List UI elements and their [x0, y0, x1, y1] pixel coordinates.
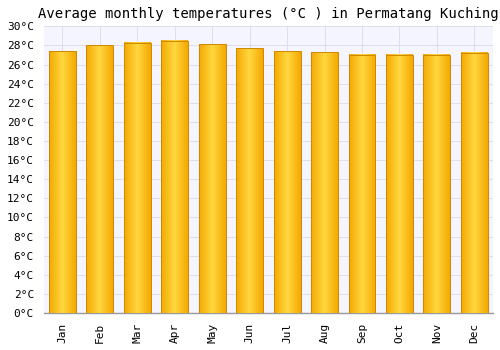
Bar	[124, 43, 151, 313]
Bar	[49, 51, 76, 313]
Bar	[386, 55, 413, 313]
Bar	[424, 55, 450, 313]
Bar	[86, 46, 114, 313]
Bar	[236, 48, 263, 313]
Bar	[198, 44, 226, 313]
Bar	[311, 52, 338, 313]
Bar	[274, 51, 300, 313]
Bar	[461, 53, 488, 313]
Bar	[162, 41, 188, 313]
Title: Average monthly temperatures (°C ) in Permatang Kuching: Average monthly temperatures (°C ) in Pe…	[38, 7, 498, 21]
Bar	[348, 55, 376, 313]
